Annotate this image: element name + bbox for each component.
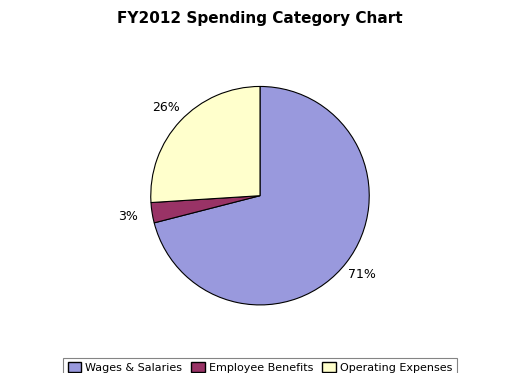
Title: FY2012 Spending Category Chart: FY2012 Spending Category Chart (117, 12, 403, 26)
Wedge shape (151, 196, 260, 223)
Text: 71%: 71% (348, 268, 376, 281)
Text: 26%: 26% (152, 101, 180, 114)
Legend: Wages & Salaries, Employee Benefits, Operating Expenses: Wages & Salaries, Employee Benefits, Ope… (63, 358, 457, 373)
Wedge shape (151, 87, 260, 203)
Wedge shape (154, 87, 369, 305)
Text: 3%: 3% (119, 210, 138, 223)
